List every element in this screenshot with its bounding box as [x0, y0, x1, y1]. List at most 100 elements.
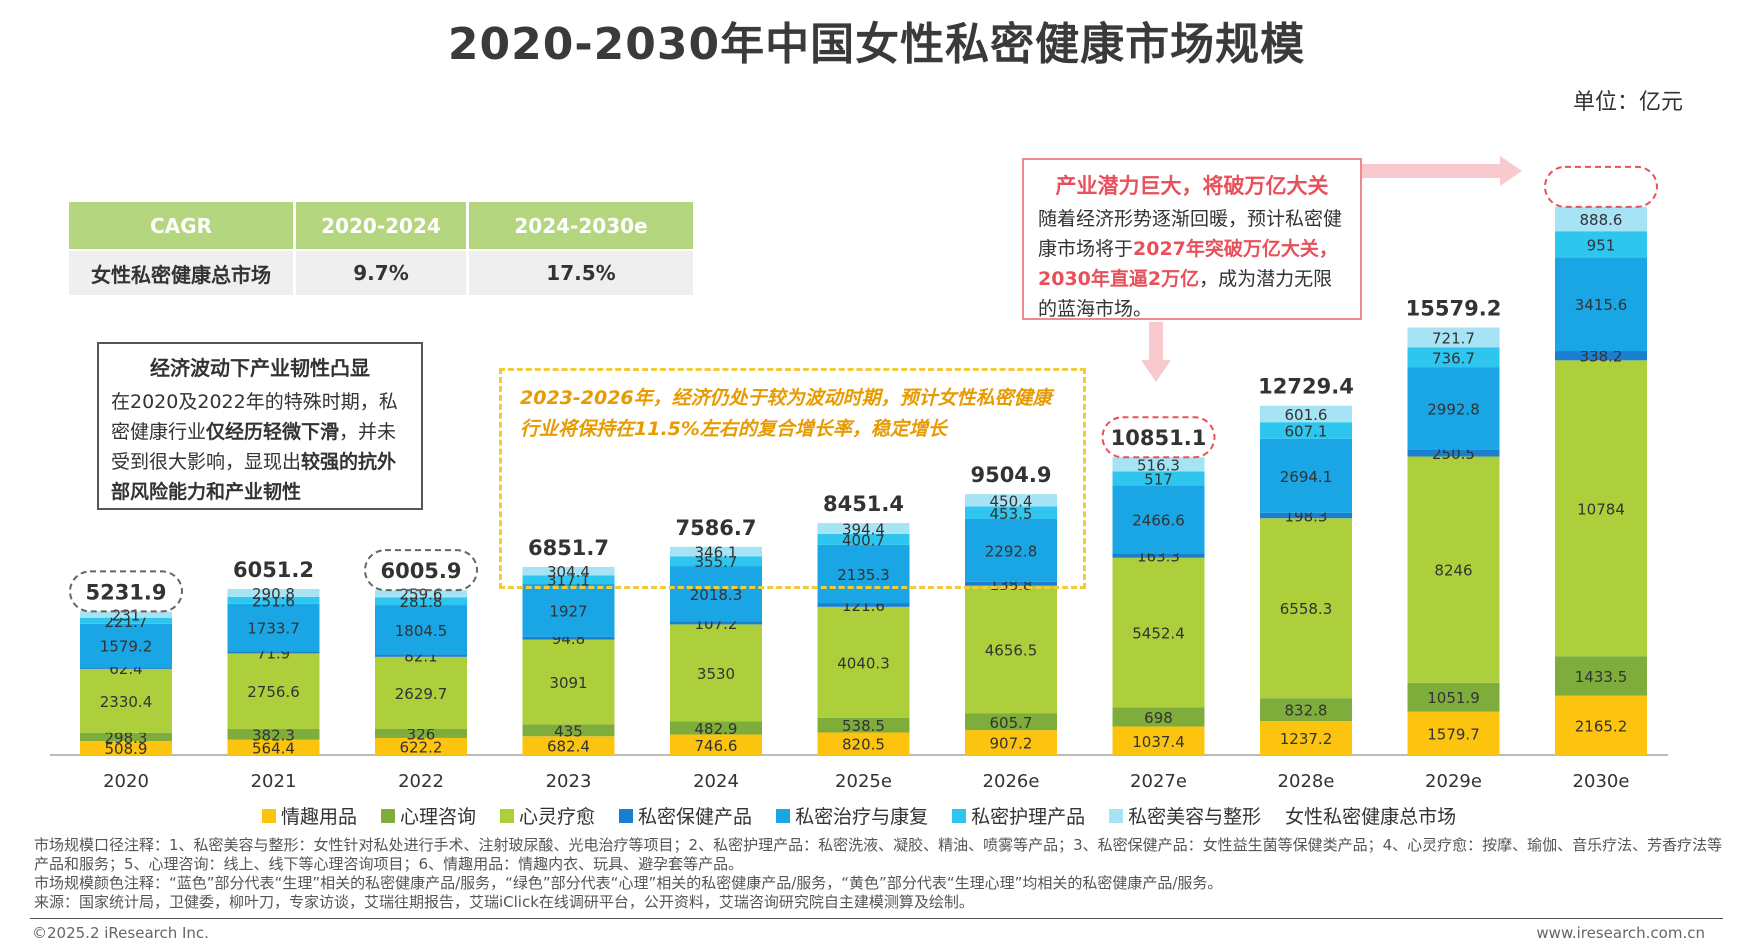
cagr-header-label: CAGR: [69, 202, 293, 249]
bar-segment-label: 832.8: [1285, 702, 1328, 720]
bar-segment-label: 8246: [1434, 562, 1472, 580]
bar-segment-label: 682.4: [547, 738, 590, 756]
footnote-2: 市场规模颜色注释：“蓝色”部分代表“生理”相关的私密健康产品/服务，“绿色”部分…: [34, 874, 1223, 892]
footnote-1: 市场规模口径注释：1、私密美容与整形：女性针对私处进行手术、注射玻尿酸、光电治疗…: [34, 836, 1723, 873]
bar-segment-label: 435: [554, 722, 583, 740]
bar-segment: [375, 605, 467, 655]
bar-segment-label: 508.9: [105, 740, 148, 758]
bar-segment-label: 2756.6: [247, 683, 300, 701]
bar-segment: [80, 667, 172, 669]
bar-segment: [1112, 553, 1205, 558]
bar-segment-label: 453.5: [990, 505, 1033, 523]
bar-segment: [670, 624, 762, 722]
cagr-value-2: 17.5%: [469, 251, 693, 295]
bar-segment-label: 564.4: [252, 739, 295, 757]
bar-segment: [965, 585, 1057, 714]
resilience-text-b: 仅经历轻微下滑: [206, 421, 340, 443]
bar-segment-label: 1733.7: [247, 620, 300, 638]
bar-segment-label: 1579.2: [100, 638, 153, 656]
bar-segment-label: 907.2: [990, 735, 1033, 753]
bar-segment: [1407, 711, 1500, 755]
cagr-value-1: 9.7%: [296, 251, 466, 295]
bar-segment: [817, 732, 910, 755]
bar-segment-label: 231: [112, 607, 141, 625]
bar-segment-label: 2292.8: [985, 542, 1038, 560]
copyright: ©2025.2 iResearch Inc.: [32, 924, 209, 942]
bar-segment: [1112, 485, 1205, 554]
bar-segment: [670, 621, 762, 625]
bar-segment-label: 951: [1587, 236, 1616, 254]
x-tick-label: 2026e: [983, 771, 1040, 792]
bar-segment: [1112, 557, 1205, 708]
bar-segment-label: 338.2: [1580, 348, 1623, 366]
arrow-right-head-icon: [1500, 156, 1522, 186]
bar-segment: [522, 584, 615, 637]
cagr-header-period-1: 2020-2024: [296, 202, 466, 249]
bar-segment-label: 1927: [549, 602, 587, 620]
x-tick-label: 2029e: [1425, 771, 1482, 792]
arrow-down-icon: [1149, 322, 1163, 362]
total-label: 6051.2: [233, 558, 314, 582]
bar-segment: [80, 617, 172, 624]
bar-segment: [1407, 456, 1500, 683]
bar-segment: [965, 494, 1057, 507]
bar-segment: [1260, 512, 1352, 519]
bar-segment-label: 482.9: [695, 720, 738, 738]
bar-segment-label: 5452.4: [1132, 625, 1185, 643]
bar-segment: [375, 597, 467, 606]
bar-segment: [817, 717, 910, 733]
bar-segment-label: 346.1: [695, 544, 738, 562]
bar-segment: [1112, 726, 1205, 755]
bar-segment-label: 2018.3: [690, 586, 743, 604]
bar-segment: [1112, 457, 1205, 472]
bar-segment: [227, 588, 320, 597]
bar-segment: [1407, 449, 1500, 457]
bar-segment: [1555, 206, 1647, 232]
x-tick-label: 2024: [693, 771, 739, 792]
bar-segment-label: 736.7: [1432, 349, 1475, 367]
total-label: 12729.4: [1258, 375, 1354, 399]
legend-item-total: 女性私密健康总市场: [1285, 802, 1456, 829]
bar-segment-label: 601.6: [1285, 406, 1328, 424]
bar-segment: [1260, 721, 1352, 755]
legend-item: 私密保健产品: [619, 802, 752, 829]
arrow-down-head-icon: [1141, 360, 1171, 382]
bar-segment-label: 538.5: [842, 717, 885, 735]
total-label: 6851.7: [528, 536, 609, 560]
bar-segment: [80, 611, 172, 618]
bar-segment: [1112, 471, 1205, 486]
bar-segment: [1260, 405, 1352, 423]
bar-segment: [227, 603, 320, 652]
total-label: 8451.4: [823, 492, 904, 516]
bar-segment-label: 394.4: [842, 520, 885, 538]
legend-item: 心理咨询: [381, 802, 476, 829]
total-highlight-oval: [364, 549, 478, 592]
bar-segment: [1407, 682, 1500, 712]
bar-segment: [522, 566, 615, 576]
bar-segment: [1555, 231, 1647, 258]
bar-segment: [522, 736, 615, 755]
legend-label: 心理咨询: [400, 806, 477, 828]
bar-segment: [227, 729, 320, 740]
bar-segment: [670, 566, 762, 622]
bar-segment-label: 3415.6: [1575, 296, 1628, 314]
bar-segment-label: 6558.3: [1280, 600, 1333, 618]
total-label: 10851.1: [1111, 426, 1207, 450]
bar-segment: [965, 506, 1057, 519]
bar-segment-label: 2629.7: [395, 685, 448, 703]
total-highlight-oval: [69, 570, 183, 613]
bar-segment-label: 1237.2: [1280, 730, 1333, 748]
total-label: 7586.7: [675, 516, 756, 540]
bar-segment: [80, 623, 172, 668]
growth-callout-text: 2023-2026年，经济仍处于较为波动时期，预计女性私密健康行业将保持在11.…: [520, 387, 1052, 440]
cagr-row-label: 女性私密健康总市场: [69, 251, 293, 295]
total-label: 9504.9: [970, 463, 1051, 487]
resilience-callout: 经济波动下产业韧性凸显 在2020及2022年的特殊时期，私密健康行业仅经历轻微…: [97, 342, 423, 510]
bar-segment-label: 450.4: [990, 492, 1033, 510]
bar-segment: [522, 575, 615, 585]
potential-callout-title: 产业潜力巨大，将破万亿大关: [1055, 174, 1329, 198]
bar-segment-label: 298.3: [105, 729, 148, 747]
bar-segment-label: 2466.6: [1132, 511, 1185, 529]
cagr-data-row: 女性私密健康总市场 9.7% 17.5%: [69, 251, 693, 295]
bar-segment-label: 607.1: [1285, 423, 1328, 441]
